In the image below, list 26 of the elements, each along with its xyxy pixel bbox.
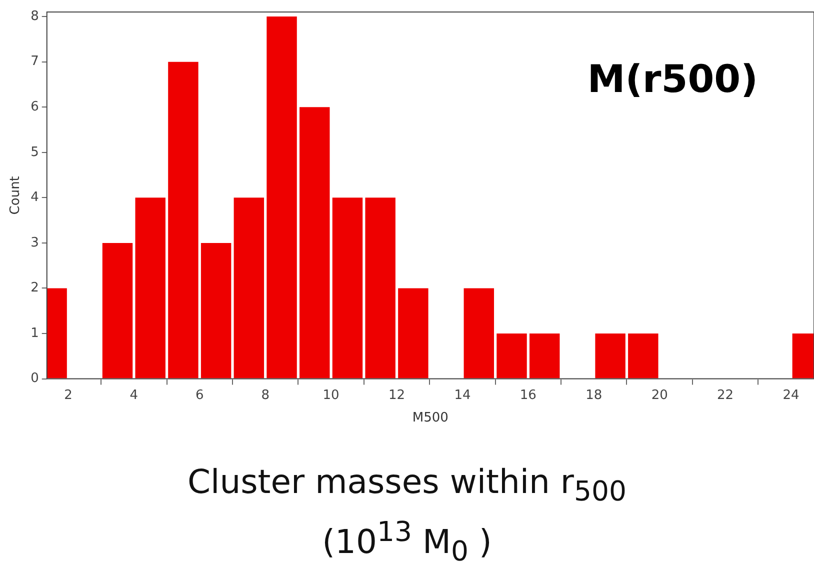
y-tick-label: 8 xyxy=(30,8,39,24)
x-tick-label: 24 xyxy=(782,388,800,403)
text: (10$^{13}$ M$_{0}$ ) xyxy=(322,516,492,562)
y-tick-label: 7 xyxy=(30,54,39,70)
x-tick-label: 10 xyxy=(322,388,340,403)
x-tick-label: 14 xyxy=(454,388,471,403)
y-tick-label: 0 xyxy=(30,371,39,386)
x-tick-label: 22 xyxy=(717,388,734,403)
y-tick-label: 1 xyxy=(30,326,39,341)
y-tick-label: 4 xyxy=(30,190,39,206)
x-tick-label: 6 xyxy=(196,388,204,403)
x-tick-label: 18 xyxy=(586,388,602,403)
x-tick-label: 20 xyxy=(651,388,668,403)
y-tick-label: 5 xyxy=(30,144,39,160)
x-axis-title: M500 xyxy=(412,410,448,426)
x-tick-label: 8 xyxy=(261,388,270,403)
x-tick-label: 2 xyxy=(64,388,72,403)
x-tick-label: 16 xyxy=(520,388,536,403)
annotation: M(r500) xyxy=(587,56,758,101)
y-tick-label: 2 xyxy=(30,280,39,296)
y-tick-label: 6 xyxy=(30,99,39,114)
x-tick-label: 12 xyxy=(388,388,406,403)
x-tick-label: 4 xyxy=(130,388,138,403)
y-axis-title: Count xyxy=(8,176,24,215)
y-tick-label: 3 xyxy=(30,235,39,250)
text: Cluster masses within r$_{500}$ xyxy=(187,462,626,508)
